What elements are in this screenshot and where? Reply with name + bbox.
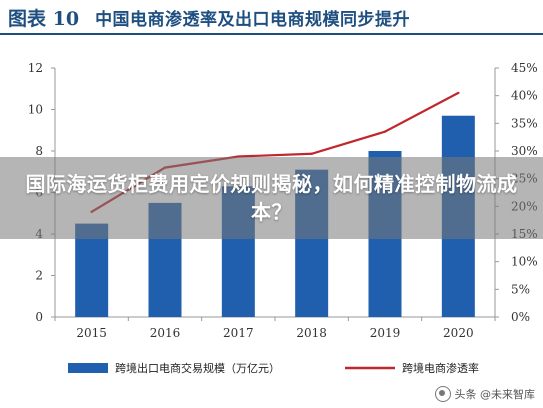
legend-label-bar: 跨境出口电商交易规模（万亿元） <box>115 361 280 375</box>
camera-icon <box>434 386 451 402</box>
x-tick-labels: 2015 2016 2017 2018 2019 2020 <box>76 326 473 340</box>
x-tick-label: 2016 <box>150 326 181 340</box>
figure-title: 图表 10 中国电商渗透率及出口电商规模同步提升 <box>8 2 535 32</box>
right-y-tick-label: 45% <box>511 61 538 75</box>
left-y-tick-label: 12 <box>28 61 43 75</box>
x-tick-label: 2017 <box>223 326 254 340</box>
left-y-tick-label: 0 <box>35 310 43 324</box>
right-y-tick-label: 10% <box>511 255 538 269</box>
figure-title-text: 中国电商渗透率及出口电商规模同步提升 <box>95 9 411 30</box>
legend-label-line: 跨境电商渗透率 <box>402 361 479 375</box>
watermark-text: 头条 @未来智库 <box>454 388 536 401</box>
headline-banner: 国际海运货柜费用定价规则揭秘，如何精准控制物流成本？ <box>0 157 543 239</box>
figure-label: 图表 10 <box>8 7 80 30</box>
watermark: 头条 @未来智库 <box>434 386 536 402</box>
right-y-tick-label: 0% <box>511 310 530 324</box>
right-y-tick-label: 30% <box>511 144 538 158</box>
legend-swatch-bar <box>68 363 108 373</box>
right-y-tick-label: 35% <box>511 116 538 130</box>
right-y-tick-label: 5% <box>511 282 530 296</box>
x-tick-label: 2019 <box>370 326 401 340</box>
x-tick-label: 2020 <box>443 326 474 340</box>
left-y-tick-label: 10 <box>28 103 43 117</box>
x-tick-label: 2015 <box>76 326 107 340</box>
x-tick-label: 2018 <box>296 326 327 340</box>
left-y-tick-label: 8 <box>35 144 43 158</box>
line-point <box>457 91 460 95</box>
left-y-tick-label: 2 <box>35 269 43 283</box>
line-point <box>383 130 387 133</box>
title-divider <box>0 33 543 35</box>
right-y-tick-label: 40% <box>511 89 538 103</box>
bar <box>75 223 109 317</box>
headline-text: 国际海运货柜费用定价规则揭秘，如何精准控制物流成本？ <box>25 172 518 224</box>
line-point <box>310 152 313 155</box>
chart-legend: 跨境出口电商交易规模（万亿元） 跨境电商渗透率 <box>68 361 479 375</box>
